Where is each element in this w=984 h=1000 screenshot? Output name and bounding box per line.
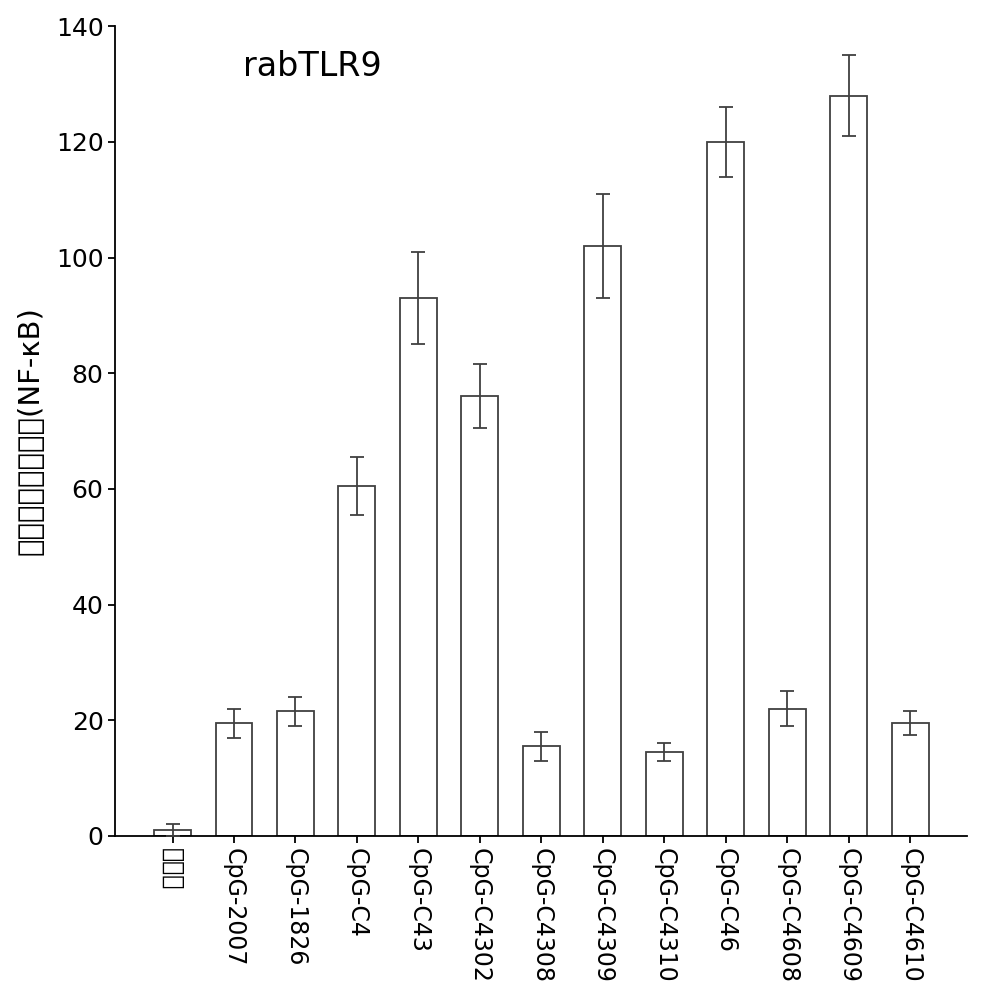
Bar (400, 298, 437, 836)
Bar (769, 709, 806, 836)
Bar (830, 96, 867, 836)
Bar (461, 396, 498, 836)
Bar (646, 752, 683, 836)
Bar (584, 246, 621, 836)
Bar (523, 746, 560, 836)
Bar (338, 486, 375, 836)
Bar (154, 830, 191, 836)
Bar (707, 142, 744, 836)
Bar (215, 723, 253, 836)
Y-axis label: 相对荧光素酶活性(NF-κB): 相对荧光素酶活性(NF-κB) (17, 307, 44, 555)
Bar (892, 723, 929, 836)
Text: rabTLR9: rabTLR9 (243, 50, 382, 83)
Bar (277, 711, 314, 836)
